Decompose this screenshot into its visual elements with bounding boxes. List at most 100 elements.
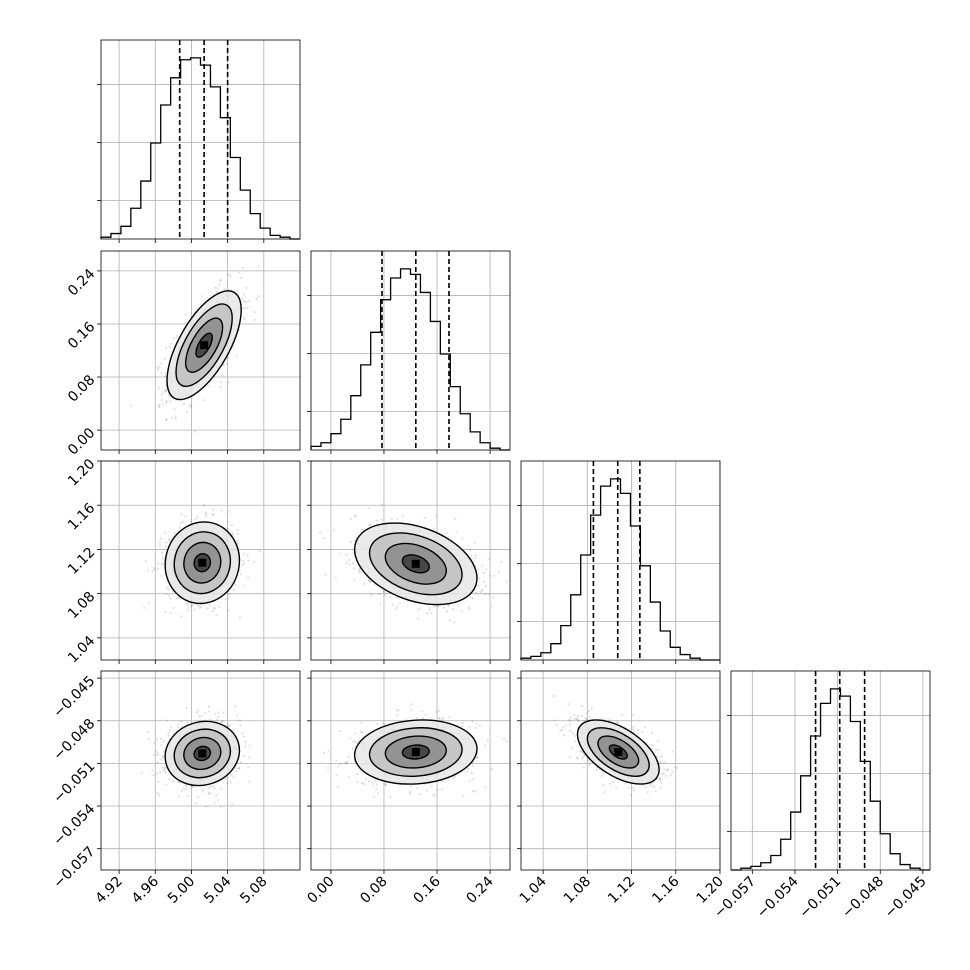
sample-point (226, 362, 229, 366)
sample-point (191, 786, 195, 789)
sample-point (158, 403, 161, 406)
sample-point (156, 368, 160, 371)
sample-point (184, 313, 187, 316)
sample-point (180, 615, 183, 618)
sample-point (211, 513, 214, 516)
sample-point (368, 780, 371, 783)
sample-point (172, 780, 175, 783)
sample-point (375, 787, 378, 790)
sample-point (173, 408, 176, 411)
sample-point (213, 607, 216, 611)
sample-point (165, 401, 168, 404)
sample-point (231, 728, 234, 731)
sample-point (156, 365, 159, 368)
sample-point (161, 563, 165, 566)
sample-point (384, 784, 387, 787)
sample-point (243, 293, 246, 296)
sample-point (460, 609, 463, 612)
sample-point (582, 719, 586, 722)
sample-point (384, 593, 387, 596)
sample-point (168, 346, 172, 349)
sample-point (196, 709, 200, 712)
sample-point (234, 705, 237, 708)
panel-frame-0-0 (100, 39, 301, 240)
sample-point (322, 751, 326, 755)
sample-point (157, 562, 160, 565)
sample-point (146, 731, 150, 734)
sample-point (229, 781, 232, 784)
sample-point (162, 769, 165, 772)
sample-point (218, 605, 221, 608)
sample-point (165, 592, 168, 596)
sample-point (212, 508, 215, 511)
sample-point (235, 355, 238, 358)
sample-point (247, 559, 250, 562)
sample-point (244, 740, 247, 743)
sample-point (492, 574, 495, 577)
sample-point (155, 772, 159, 775)
sample-point (176, 726, 180, 729)
sample-point (168, 777, 171, 781)
sample-point (186, 603, 189, 606)
sample-point (395, 517, 399, 520)
sample-point (243, 754, 246, 757)
sample-point (475, 722, 478, 725)
sample-point (362, 528, 365, 531)
sample-point (457, 604, 460, 607)
sample-point (567, 703, 570, 706)
sample-point (484, 585, 487, 588)
sample-point (248, 744, 251, 747)
sample-point (632, 725, 635, 728)
sample-point (491, 767, 494, 771)
density-peak (198, 558, 207, 567)
sample-point (433, 527, 436, 530)
sample-point (585, 712, 588, 715)
grid-3-3 (731, 671, 930, 870)
sample-point (577, 718, 580, 722)
sample-point (369, 523, 372, 527)
sample-point (226, 782, 229, 785)
sample-point (239, 573, 243, 576)
panel-frame-2-0 (100, 460, 301, 661)
sample-point (576, 756, 579, 759)
sample-point (608, 718, 611, 721)
sample-point (201, 788, 205, 791)
sample-point (452, 608, 455, 611)
sample-point (168, 729, 172, 732)
sample-point (436, 788, 439, 791)
histogram-param-2 (520, 478, 720, 661)
sample-point (167, 731, 170, 734)
sample-point (247, 765, 250, 769)
sample-point (215, 718, 219, 721)
sample-point (200, 714, 203, 717)
grid-1-1 (311, 251, 510, 450)
sample-point (359, 570, 362, 573)
sample-point (193, 608, 196, 611)
sample-point (226, 520, 230, 523)
sample-point (227, 725, 230, 728)
sample-point (198, 715, 201, 718)
density-peak (411, 748, 420, 757)
sample-point (170, 342, 173, 345)
sample-point (177, 723, 180, 726)
sample-point (159, 771, 162, 774)
sample-point (236, 540, 239, 543)
sample-point (454, 517, 457, 520)
sample-point (326, 766, 330, 770)
sample-point (659, 756, 662, 759)
sample-point (573, 717, 576, 721)
sample-point (347, 755, 350, 758)
sample-point (194, 801, 197, 805)
sample-point (157, 386, 160, 389)
sample-point (324, 573, 327, 576)
density-panel-3-2 (552, 694, 679, 797)
sample-point (257, 265, 260, 268)
sample-point (356, 772, 359, 776)
sample-point (357, 739, 360, 742)
sample-point (170, 726, 173, 729)
sample-point (160, 372, 163, 375)
sample-point (477, 584, 480, 588)
sample-point (428, 608, 431, 612)
sample-point (397, 709, 400, 712)
